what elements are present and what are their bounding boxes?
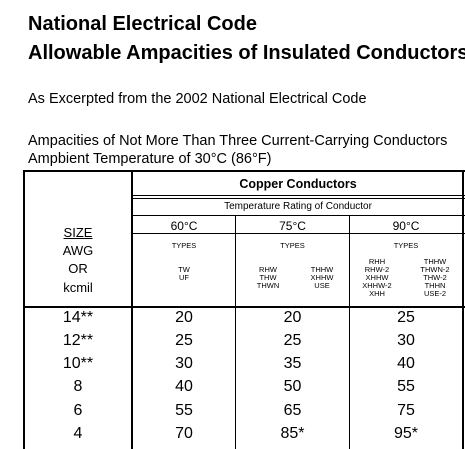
- row-60c: 70: [175, 425, 193, 442]
- type-use-2: USE-2: [423, 289, 447, 298]
- type-rhw: RHW: [259, 265, 277, 274]
- row-90c: 40: [397, 355, 415, 372]
- page-subtitle: Allowable Ampacities of Insulated Conduc…: [28, 42, 465, 64]
- table-border-top: [23, 170, 465, 172]
- types-90b-list: THHW THWN-2 THW-2 THHN USE-2: [410, 258, 460, 298]
- type-thhn: THHN: [424, 281, 446, 290]
- types-75b-list: THHW XHHW USE: [298, 266, 346, 290]
- row-75c: 65: [283, 402, 302, 419]
- temp-60c: 60°C: [170, 219, 198, 233]
- type-use: USE: [314, 281, 330, 290]
- type-xhh: XHH: [369, 289, 385, 298]
- row-90c: 95*: [393, 425, 419, 442]
- type-thw-2: THW-2: [423, 273, 447, 282]
- row-size: 8: [73, 378, 83, 395]
- types-75a-list: RHW THW THWN: [244, 266, 292, 290]
- row-60c: 55: [175, 402, 193, 419]
- types-label-60: TYPES: [171, 241, 197, 250]
- row-90c: 75: [397, 402, 415, 419]
- type-thwn: THWN: [256, 281, 280, 290]
- col-divider-75-90: [349, 215, 350, 449]
- type-thw: THW: [259, 273, 277, 282]
- row-60c: 30: [175, 355, 193, 372]
- row-size: 6: [73, 402, 83, 419]
- type-uf: UF: [179, 273, 189, 282]
- temp-90c: 90°C: [392, 219, 420, 233]
- row-90c: 25: [397, 309, 415, 326]
- rating-header: Temperature Rating of Conductor: [224, 201, 372, 212]
- excerpt-note: As Excerpted from the 2002 National Elec…: [28, 91, 367, 107]
- row-size: 4: [73, 425, 83, 442]
- type-xhhw: XHHW: [310, 273, 334, 282]
- size-column-divider: [131, 170, 133, 449]
- header-bottom-divider: [23, 306, 465, 308]
- type-xhhw-2: XHHW-2: [362, 281, 392, 290]
- row-60c: 20: [175, 309, 193, 326]
- temp-header-divider: [131, 233, 465, 234]
- type-xhhw-90: XHHW: [365, 273, 389, 282]
- row-75c: 35: [283, 355, 302, 372]
- row-60c: 40: [175, 378, 193, 395]
- temp-75c: 75°C: [279, 219, 306, 233]
- row-size: 14**: [62, 309, 94, 326]
- type-rhw-2: RHW-2: [364, 265, 390, 274]
- row-75c: 85*: [280, 425, 305, 442]
- type-thhw: THHW: [310, 265, 334, 274]
- type-thhw-90: THHW: [423, 257, 447, 266]
- col-divider-60-75: [235, 215, 236, 449]
- col-divider-90-right: [462, 170, 464, 449]
- type-tw: TW: [178, 265, 190, 274]
- row-size: 12**: [62, 332, 94, 349]
- row-size: 10**: [62, 355, 94, 372]
- table-border-left: [23, 170, 25, 449]
- types-60-list: TW UF: [133, 266, 235, 282]
- group-header-copper: Copper Conductors: [239, 177, 357, 191]
- rating-header-divider: [131, 215, 465, 216]
- ampacity-description: Ampacities of Not More Than Three Curren…: [28, 133, 448, 149]
- awg-label: AWG: [62, 243, 94, 258]
- row-60c: 25: [175, 332, 193, 349]
- row-90c: 55: [397, 378, 415, 395]
- ambient-temperature-note: Ampbient Temperature of 30°C (86°F): [28, 151, 272, 167]
- row-90c: 30: [397, 332, 415, 349]
- types-label-90: TYPES: [393, 241, 419, 250]
- type-thwn-2: THWN-2: [420, 265, 450, 274]
- size-header: SIZE: [63, 225, 93, 240]
- row-75c: 20: [283, 309, 302, 326]
- types-90a-list: RHH RHW-2 XHHW XHHW-2 XHH: [352, 258, 402, 298]
- type-rhh: RHH: [368, 257, 386, 266]
- page-title: National Electrical Code: [28, 13, 257, 35]
- kcmil-label: kcmil: [63, 280, 93, 295]
- row-75c: 25: [283, 332, 302, 349]
- or-label: OR: [68, 261, 88, 276]
- types-label-75: TYPES: [280, 241, 305, 250]
- group-header-divider-2: [131, 198, 465, 199]
- row-75c: 50: [283, 378, 302, 395]
- group-header-divider: [131, 195, 465, 196]
